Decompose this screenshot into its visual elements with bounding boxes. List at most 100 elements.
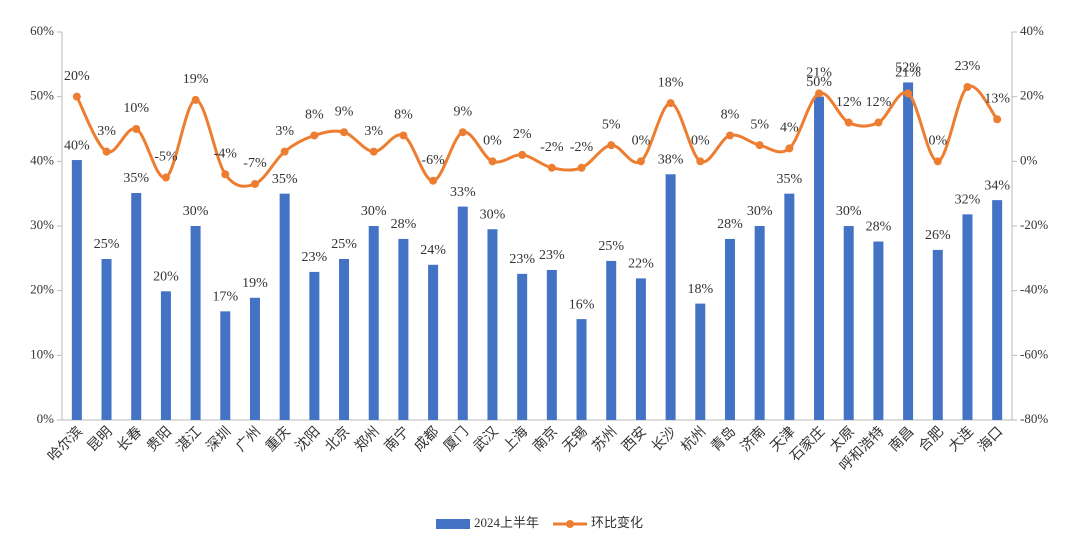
line-marker (607, 141, 616, 150)
data-label: 21% (895, 66, 921, 81)
data-label: 21% (806, 66, 832, 81)
legend-swatch (436, 519, 470, 529)
line-marker (488, 157, 497, 166)
line-marker (755, 141, 764, 150)
x-tick-label: 深圳 (203, 424, 234, 455)
x-tick-label: 南昌 (886, 424, 917, 455)
line-marker (696, 157, 705, 166)
line-marker (547, 163, 556, 172)
line-marker (132, 125, 141, 133)
data-label: 20% (64, 69, 90, 84)
data-label: 0% (691, 134, 710, 149)
data-label: 34% (984, 178, 1010, 193)
bar (873, 241, 884, 420)
line-marker (785, 144, 794, 153)
bar (249, 297, 260, 420)
data-label: 16% (569, 297, 595, 312)
line-marker (963, 82, 972, 91)
line-marker (191, 95, 200, 104)
bar (398, 238, 409, 420)
line-marker (874, 118, 883, 127)
x-tick-label: 上海 (500, 424, 531, 455)
data-label: 52% (895, 61, 921, 76)
bar (635, 278, 646, 420)
bar (428, 264, 439, 420)
line-marker (102, 147, 111, 156)
line-marker (369, 147, 378, 156)
line-marker (933, 157, 942, 166)
bar (546, 269, 557, 420)
x-tick-label: 湛江 (174, 424, 205, 455)
bar (932, 249, 943, 420)
x-tick-label: 合肥 (916, 424, 947, 455)
bar (160, 291, 171, 420)
data-label: -6% (421, 153, 445, 168)
data-label: 17% (212, 290, 238, 305)
data-label: 28% (391, 217, 417, 232)
x-tick-label: 海口 (975, 424, 1006, 455)
line-marker (340, 128, 349, 137)
data-label: 4% (780, 121, 799, 136)
y2-tick-label: -80% (1020, 411, 1048, 426)
bar (576, 319, 587, 420)
bar (457, 206, 468, 420)
data-label: -7% (243, 156, 267, 171)
legend-swatch (566, 520, 575, 528)
data-label: 5% (750, 117, 769, 132)
data-label: 19% (183, 72, 209, 87)
x-tick-label: 杭州 (678, 424, 709, 455)
x-tick-label: 厦门 (441, 424, 472, 455)
x-tick-label: 无锡 (560, 424, 591, 455)
data-label: 35% (777, 172, 803, 187)
line-marker (250, 179, 259, 188)
data-label: -4% (214, 146, 238, 161)
data-label: 18% (687, 282, 713, 297)
x-tick-label: 广州 (233, 424, 264, 455)
data-label: 18% (658, 75, 684, 90)
bar (368, 226, 379, 420)
x-tick-label: 长春 (114, 424, 145, 455)
x-tick-label: 大连 (945, 424, 976, 455)
data-label: 25% (331, 237, 357, 252)
x-tick-label: 哈尔滨 (45, 424, 86, 465)
y-tick-label: 40% (30, 152, 54, 167)
line-marker (993, 115, 1002, 124)
data-label: 9% (453, 104, 472, 119)
line-marker (310, 131, 319, 140)
data-label: 23% (539, 248, 565, 263)
bar (71, 160, 82, 421)
data-label: 2% (513, 127, 532, 142)
data-label: 24% (420, 243, 446, 258)
line-marker (399, 131, 408, 140)
legend-label: 环比变化 (591, 515, 643, 530)
data-label: 30% (480, 207, 506, 222)
y-tick-label: 0% (37, 411, 55, 426)
bar (814, 96, 825, 421)
y2-tick-label: -20% (1020, 217, 1048, 232)
line-marker (72, 92, 81, 101)
y-tick-label: 50% (30, 88, 54, 103)
data-label: 23% (955, 59, 981, 74)
data-label: 9% (335, 104, 354, 119)
line-marker (577, 163, 586, 172)
y2-tick-label: -40% (1020, 282, 1048, 297)
data-label: 13% (984, 92, 1010, 107)
data-label: 26% (925, 228, 951, 243)
legend-label: 2024上半年 (474, 515, 539, 530)
x-tick-label: 重庆 (263, 424, 294, 455)
bar (101, 258, 112, 420)
bar (220, 311, 231, 420)
data-label: 0% (928, 134, 947, 149)
data-label: 28% (717, 217, 743, 232)
bar (724, 238, 735, 420)
x-tick-label: 青岛 (708, 424, 739, 455)
data-label: 23% (509, 252, 535, 267)
x-tick-label: 武汉 (470, 424, 501, 455)
x-tick-label: 昆明 (85, 424, 115, 454)
bar (784, 193, 795, 420)
x-tick-label: 贵阳 (144, 424, 175, 455)
data-label: 12% (836, 95, 862, 110)
data-label: 32% (955, 193, 981, 208)
x-tick-label: 成都 (411, 424, 442, 455)
data-label: 23% (302, 250, 328, 265)
